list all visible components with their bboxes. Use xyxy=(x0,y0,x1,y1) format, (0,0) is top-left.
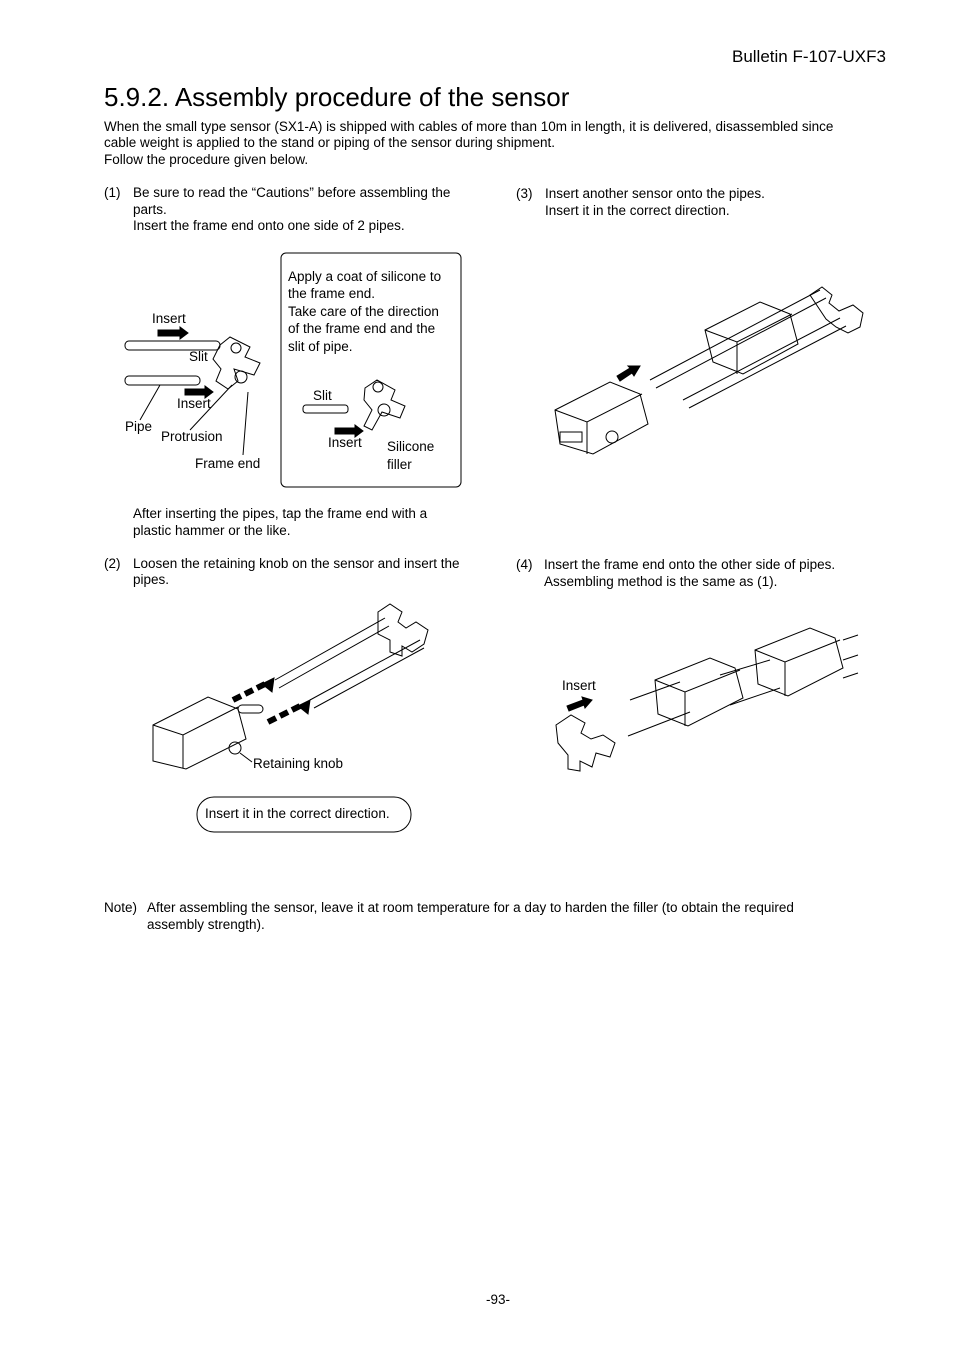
title: 5.9.2. Assembly procedure of the sensor xyxy=(104,82,570,112)
step-line: Insert another sensor onto the pipes. xyxy=(545,186,765,201)
figure-3 xyxy=(554,286,864,455)
figure-1 xyxy=(124,252,462,488)
note-line: assembly strength). xyxy=(147,917,265,932)
note-prefix: Note) xyxy=(104,900,138,915)
figure-label: Retaining knob xyxy=(253,756,344,771)
figure-label: filler xyxy=(387,457,412,472)
step-number: (2) xyxy=(104,556,121,571)
figure-label: Frame end xyxy=(195,456,261,471)
step-line: Loosen the retaining knob on the sensor … xyxy=(133,556,460,571)
intro-line: When the small type sensor (SX1-A) is sh… xyxy=(104,119,834,134)
figure-note: Insert it in the correct direction. xyxy=(205,806,390,821)
figure-label: Protrusion xyxy=(161,429,223,444)
figure-label: Pipe xyxy=(125,419,153,434)
figure-label: Insert xyxy=(177,396,211,411)
step-line: plastic hammer or the like. xyxy=(133,523,291,538)
figure-label: Slit xyxy=(189,349,208,364)
callout-line: the frame end. xyxy=(288,286,376,301)
step-number: (4) xyxy=(516,557,533,572)
step-number: (1) xyxy=(104,185,121,200)
step-number: (3) xyxy=(516,186,533,201)
callout-line: Apply a coat of silicone to xyxy=(288,269,442,284)
figure-label: Insert xyxy=(562,678,596,693)
figure-label: Slit xyxy=(313,388,332,403)
step-line: Insert it in the correct direction. xyxy=(545,203,730,218)
callout-line: Take care of the direction xyxy=(288,304,439,319)
callout-line: slit of pipe. xyxy=(288,339,353,354)
intro-line: cable weight is applied to the stand or … xyxy=(104,135,556,150)
figure-4 xyxy=(555,627,859,772)
step-line: pipes. xyxy=(133,572,170,587)
step-line: After inserting the pipes, tap the frame… xyxy=(133,506,428,521)
figure-label: Silicone xyxy=(387,439,435,454)
note-line: After assembling the sensor, leave it at… xyxy=(147,900,794,915)
step-line: Assembling method is the same as (1). xyxy=(544,574,778,589)
page-number: -93- xyxy=(486,1292,511,1307)
step-line: Insert the frame end onto one side of 2 … xyxy=(133,218,405,233)
callout-line: of the frame end and the xyxy=(288,321,436,336)
step-line: Be sure to read the “Cautions” before as… xyxy=(133,185,451,200)
figure-2 xyxy=(152,603,429,833)
figure-label: Insert xyxy=(328,435,362,450)
intro-line: Follow the procedure given below. xyxy=(104,152,309,167)
step-line: parts. xyxy=(133,202,167,217)
step-line: Insert the frame end onto the other side… xyxy=(544,557,836,572)
figure-label: Insert xyxy=(152,311,186,326)
bulletin: Bulletin F-107-UXF3 xyxy=(731,47,886,66)
